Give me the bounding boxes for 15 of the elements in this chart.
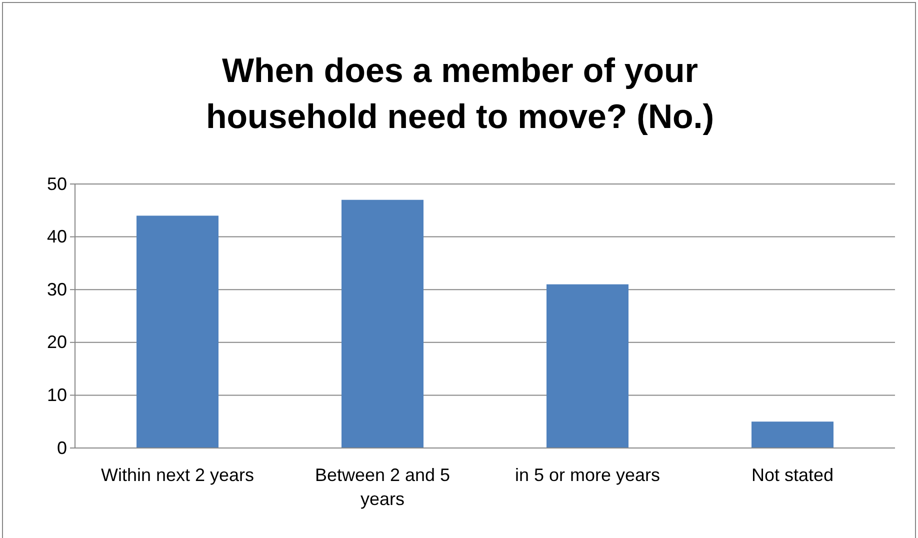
- y-tick-label: 0: [56, 438, 67, 458]
- bar: [342, 200, 424, 448]
- x-tick-label: in 5 or more years: [514, 465, 660, 485]
- y-tick-label: 40: [46, 226, 67, 247]
- y-tick-label: 20: [46, 332, 67, 352]
- x-tick-label: Between 2 and 5 years: [314, 465, 450, 509]
- y-tick-label: 10: [46, 384, 67, 405]
- bar: [752, 422, 834, 448]
- bar: [546, 284, 628, 448]
- y-tick-label: 50: [46, 174, 67, 194]
- x-tick-label: Within next 2 years: [100, 465, 254, 485]
- y-tick-label: 30: [46, 279, 67, 300]
- x-tick-label: Not stated: [751, 465, 834, 485]
- chart-title: When does a member of your household need to move? (No.): [206, 52, 714, 136]
- bar: [136, 216, 218, 448]
